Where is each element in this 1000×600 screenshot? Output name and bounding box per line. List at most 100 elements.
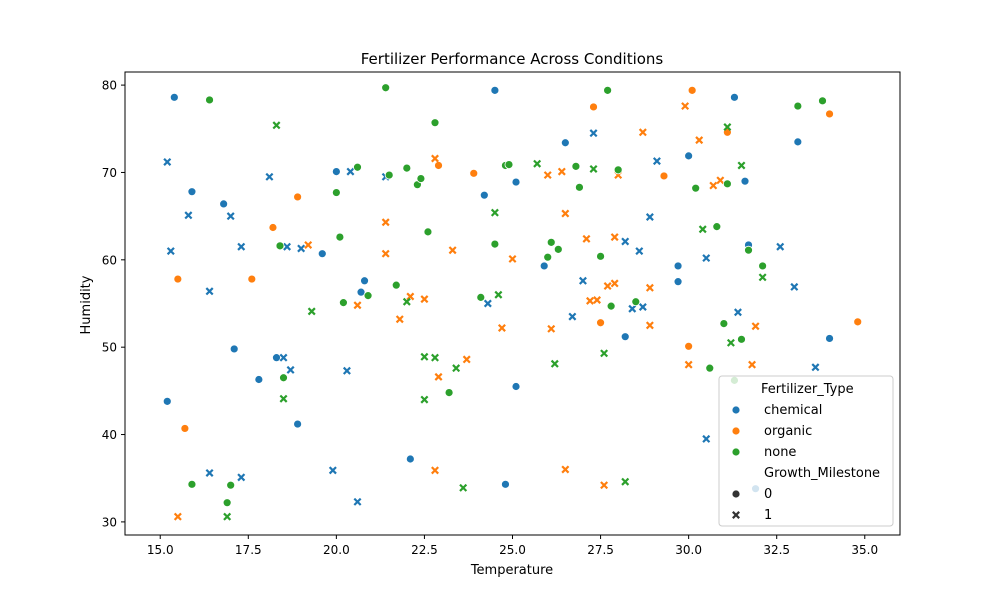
marker-stroke [184, 211, 193, 220]
data-point-organic [561, 209, 570, 218]
data-point-organic [434, 372, 443, 381]
x-tick-label: 17.5 [235, 543, 262, 557]
marker-stroke [297, 244, 306, 253]
data-point-chemical [286, 365, 295, 374]
data-point-chemical [811, 363, 820, 372]
marker-stroke [494, 290, 503, 299]
data-point-none [504, 160, 514, 170]
data-point-none [758, 261, 768, 271]
data-point-organic [173, 274, 183, 284]
data-point-chemical [279, 353, 288, 362]
legend-marker-style-1 [732, 511, 740, 519]
data-point-chemical [776, 242, 785, 251]
y-tick-label: 60 [102, 253, 117, 267]
marker-stroke [381, 249, 390, 258]
data-point-none [279, 373, 288, 383]
data-point-chemical [205, 468, 214, 477]
data-point-chemical [621, 237, 630, 246]
data-point-none [723, 123, 732, 132]
data-point-none [533, 159, 542, 168]
data-point-organic [582, 234, 591, 243]
data-point-chemical [162, 396, 172, 406]
marker-stroke [286, 365, 295, 374]
marker-stroke [600, 481, 609, 490]
data-point-none [793, 101, 803, 111]
chart-title: Fertilizer Performance Across Conditions [361, 50, 664, 68]
data-point-organic [497, 323, 506, 332]
data-point-none [476, 292, 486, 302]
data-point-chemical [342, 366, 351, 375]
data-point-chemical [184, 211, 193, 220]
data-point-organic [716, 176, 725, 185]
data-point-chemical [163, 158, 172, 166]
data-point-chemical [733, 308, 742, 317]
marker-stroke [328, 466, 337, 475]
y-tick-label: 30 [102, 515, 117, 529]
data-point-organic [434, 161, 443, 170]
marker-stroke [681, 102, 690, 111]
data-point-organic [610, 233, 619, 242]
legend-box [718, 375, 894, 527]
data-point-chemical [511, 382, 521, 391]
data-point-chemical [331, 167, 341, 176]
marker-stroke [593, 296, 602, 304]
marker-stroke [342, 366, 351, 375]
data-point-organic [557, 167, 566, 176]
data-point-organic [610, 279, 619, 288]
data-point-none [631, 297, 641, 307]
marker-stroke [695, 136, 704, 145]
data-point-organic [684, 341, 694, 351]
x-tick-label: 32.5 [763, 543, 790, 557]
data-point-organic [268, 223, 278, 232]
marker-stroke [395, 315, 404, 324]
data-point-organic [600, 481, 609, 490]
x-tick-label: 20.0 [323, 543, 350, 557]
legend-label-organic: organic [764, 424, 812, 439]
data-point-none [603, 85, 613, 95]
marker-stroke [205, 287, 214, 296]
data-point-none [335, 232, 345, 242]
marker-stroke [561, 465, 570, 474]
data-point-none [494, 290, 503, 299]
marker-stroke [533, 159, 542, 168]
y-tick-label: 70 [102, 166, 117, 180]
data-point-none [363, 291, 373, 301]
marker-stroke [776, 242, 785, 251]
marker-stroke [610, 233, 619, 242]
marker-stroke [586, 296, 594, 305]
marker-stroke [462, 355, 471, 364]
data-point-none [546, 237, 556, 247]
data-point-none [596, 251, 605, 261]
data-point-none [339, 298, 348, 308]
data-point-organic [751, 322, 760, 331]
data-point-organic [645, 283, 654, 292]
marker-stroke [237, 473, 246, 482]
data-point-organic [406, 292, 415, 301]
marker-stroke [732, 511, 740, 519]
marker-stroke [434, 372, 443, 381]
series-none [187, 83, 827, 521]
data-point-chemical [297, 244, 306, 253]
legend-marker-none [731, 447, 741, 457]
marker-stroke [283, 242, 292, 251]
data-point-organic [645, 321, 654, 330]
data-point-organic [469, 168, 479, 178]
data-point-none [550, 359, 559, 368]
marker-stroke [578, 276, 587, 285]
data-point-organic [681, 102, 690, 111]
marker-stroke [557, 167, 566, 176]
marker-stroke [490, 208, 499, 217]
marker-stroke [452, 364, 461, 373]
data-point-organic [381, 249, 390, 258]
marker-stroke [737, 161, 746, 170]
marker-stroke [547, 324, 556, 333]
marker-stroke [582, 234, 591, 243]
data-point-chemical [226, 212, 235, 221]
data-point-organic [381, 218, 390, 227]
data-point-none [416, 174, 426, 183]
data-point-none [571, 161, 581, 171]
data-point-none [719, 319, 729, 328]
marker-stroke [279, 353, 288, 362]
legend-label-style-1: 1 [764, 508, 772, 523]
marker-stroke [645, 283, 654, 292]
